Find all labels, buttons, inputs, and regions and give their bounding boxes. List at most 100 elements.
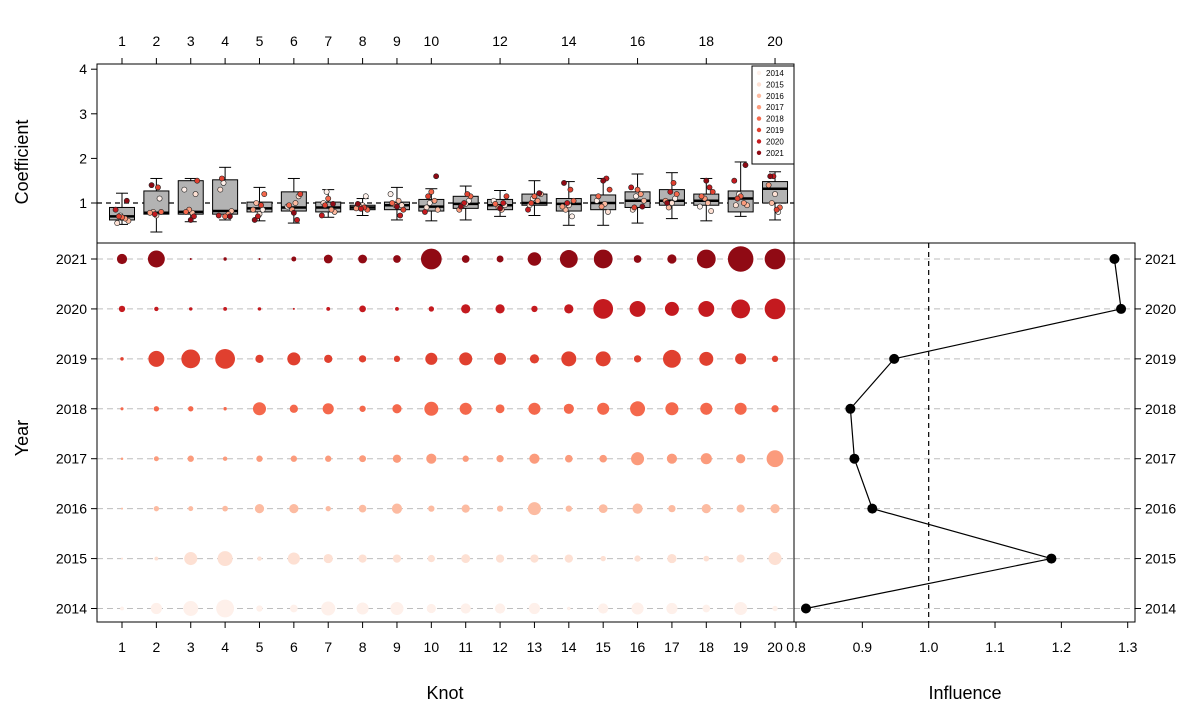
influence-y-tick-label: 2020 [1145,301,1176,317]
bubble-2021-knot-5 [258,257,261,260]
knot-x-tick-label: 9 [393,639,401,655]
coefficient-point-2018 [158,209,165,215]
bubble-2016-knot-19 [736,504,745,513]
coefficient-point-2018 [325,195,332,202]
legend-swatch-2015 [756,82,762,87]
bubble-2017-knot-7 [325,455,332,462]
bubble-2014-knot-11 [460,603,471,614]
knot-x-tick-label: 13 [527,639,543,655]
coefficient-point-2018 [286,202,292,209]
top-x-tick-label: 16 [630,33,646,49]
knot-x-tick-label: 18 [699,639,715,655]
bubble-2017-knot-18 [700,453,712,465]
year-y-tick-label: 2014 [56,601,87,617]
bubble-2019-knot-11 [459,352,473,366]
coefficient-point-2014 [323,188,330,195]
coefficient-point-2017 [250,206,256,213]
bubble-2014-knot-13 [528,602,541,615]
bubble-2016-knot-8 [358,504,367,513]
bubble-2019-knot-8 [358,355,367,363]
coefficient-point-2019 [297,191,304,197]
coefficient-point-2015 [217,186,224,193]
knot-x-tick-label: 1 [118,639,126,655]
coefficient-point-2017 [328,206,335,213]
coefficient-y-tick-label: 3 [79,106,87,122]
bubble-2019-knot-17 [662,349,681,368]
bubble-2021-knot-15 [593,249,613,269]
coefficient-point-2018 [634,186,641,193]
bubble-2018-knot-18 [700,402,713,415]
bubble-2017-knot-16 [631,452,645,466]
coefficient-point-2020 [422,209,428,215]
coefficient-point-2019 [528,200,535,206]
coefficient-point-2021 [457,203,464,210]
bubble-2021-knot-2 [147,250,165,268]
influence-point-2021 [1109,253,1120,264]
bubble-2015-knot-1 [121,557,123,560]
legend: 2014 2015 2016 2017 2018 2019 2020 2021 [751,65,795,165]
boxplot-knot-5 [246,186,273,223]
bubble-2016-knot-4 [222,505,228,512]
bubble-2019-knot-12 [494,352,507,365]
bubble-2015-knot-6 [287,552,300,565]
bubble-2020-knot-3 [189,307,193,311]
coefficient-point-2019 [115,213,122,220]
coefficient-point-2014 [426,200,433,206]
knot-year-bubbles [116,246,786,618]
coefficient-panel-frame [96,63,795,244]
coefficient-point-2021 [433,173,440,180]
boxplot-knot-8 [349,193,376,216]
bubble-2018-knot-19 [734,402,747,415]
coefficient-point-2019 [773,206,780,213]
influence-point-2020 [1116,303,1127,314]
bubble-2020-knot-19 [731,299,751,319]
bubble-2016-knot-3 [188,506,194,512]
boxplot-knot-6 [280,177,307,224]
coefficient-point-2017 [637,191,644,197]
bubble-2018-knot-14 [563,403,574,414]
coefficient-y-tick-label: 1 [79,195,87,211]
coefficient-point-2018 [222,213,229,220]
legend-label-2020: 2020 [766,137,784,146]
bubble-2016-knot-9 [391,503,403,514]
bubble-2020-knot-11 [461,304,471,314]
legend-swatch-2019 [756,127,762,133]
bubble-2020-knot-15 [593,299,614,319]
coefficient-point-2018 [673,191,680,197]
legend-label-2019: 2019 [766,126,784,135]
influence-y-tick-label: 2015 [1145,551,1176,567]
y-axis-label-coefficient: Coefficient [12,120,32,205]
coefficient-point-2015 [114,220,121,226]
bubble-2017-knot-3 [187,455,194,462]
bubble-2020-knot-9 [395,307,399,311]
coefficient-point-2019 [258,202,264,209]
bubble-2017-knot-10 [426,453,437,464]
legend-label-2017: 2017 [766,103,784,112]
legend-label-2021: 2021 [766,149,784,158]
coefficient-point-2019 [567,186,574,193]
coefficient-point-2017 [559,203,566,210]
boxplot-knot-9 [383,186,410,221]
bubble-2014-knot-17 [666,602,678,615]
coefficient-point-2020 [294,217,300,223]
bubble-2020-knot-13 [531,305,538,313]
coefficient-point-2021 [187,217,194,223]
coefficient-point-2021 [767,173,774,180]
bubble-2019-knot-19 [735,353,747,365]
legend-swatch-2018 [756,116,762,121]
bubble-2019-knot-1 [120,357,124,361]
bubble-2019-knot-5 [255,354,264,363]
coefficient-point-2018 [389,200,396,206]
bubble-2017-knot-17 [666,453,678,464]
coefficient-point-2016 [704,200,711,206]
bubble-2019-knot-13 [529,354,540,364]
bubble-2018-knot-11 [459,402,472,415]
year-y-tick-label: 2018 [56,401,87,417]
bubble-2021-knot-6 [291,256,297,262]
bubble-2016-knot-12 [496,505,504,512]
coefficient-point-2021 [536,190,543,197]
bubble-2016-knot-20 [770,504,780,514]
legend-swatch-2016 [756,93,762,99]
